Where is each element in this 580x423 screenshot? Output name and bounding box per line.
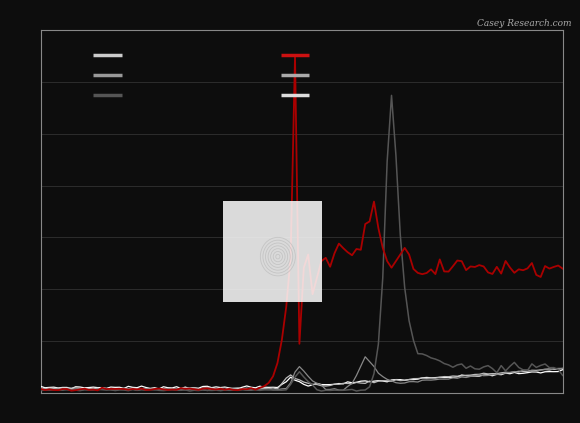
- Text: Casey Research.com: Casey Research.com: [477, 19, 571, 28]
- Bar: [223, 201, 322, 302]
